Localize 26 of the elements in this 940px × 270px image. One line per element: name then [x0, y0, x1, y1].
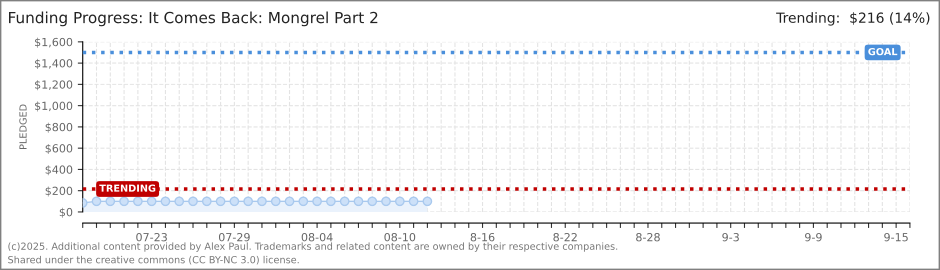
x-tick-label: 8-22 — [553, 232, 577, 242]
x-tick-label: 07-23 — [136, 232, 167, 242]
x-tick-label: 8-28 — [636, 232, 660, 242]
y-tick-label: $1,400 — [35, 58, 72, 69]
y-tick-label: $600 — [46, 144, 72, 154]
y-tick-label: $200 — [46, 186, 72, 197]
x-tick-label: 08-10 — [384, 232, 416, 242]
y-axis-title: PLEDGED — [19, 104, 27, 149]
x-tick-label: 9-15 — [884, 232, 908, 242]
ref-line-label: GOAL — [868, 48, 898, 56]
y-tick-label: $1,600 — [35, 38, 72, 48]
y-tick-label: $400 — [46, 165, 72, 176]
y-tick-label: $0 — [60, 208, 72, 218]
chart-title: Funding Progress: It Comes Back: Mongrel Part 2 — [9, 12, 378, 26]
y-tick-label: $1,000 — [35, 101, 72, 112]
text: (c)2025. Additional content provided by Alex Paul. Trademarks and related content are owned by their respective companies. — [8, 242, 618, 252]
x-tick-label: 07-29 — [218, 232, 250, 242]
text: Shared under the creative commons (CC BY-NC 3.0) license. — [8, 256, 299, 265]
x-tick-label: 9-9 — [805, 232, 822, 242]
y-tick-label: $1,200 — [35, 80, 72, 90]
ref-line-label: TRENDING — [99, 184, 156, 192]
x-tick-label: 8-16 — [470, 232, 494, 242]
y-tick-label: $800 — [46, 122, 72, 133]
chart-subtitle: Trending: $216 (14%) — [776, 12, 930, 26]
x-tick-label: 08-04 — [302, 232, 333, 242]
x-tick-label: 9-3 — [722, 232, 739, 242]
